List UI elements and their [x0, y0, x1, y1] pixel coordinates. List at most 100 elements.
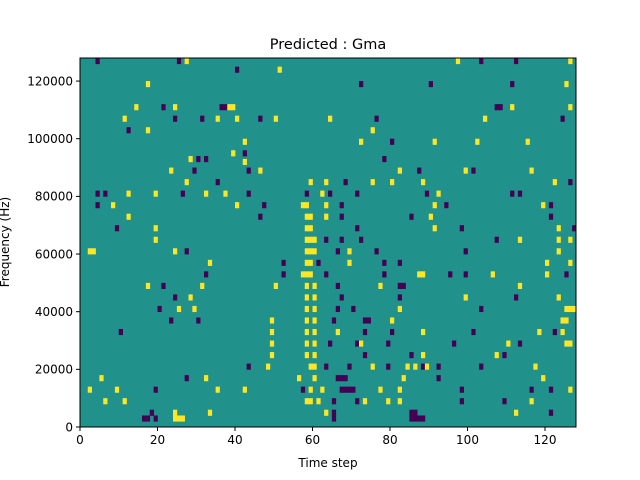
heatmap-cell [355, 340, 360, 347]
heatmap-cell [312, 317, 317, 324]
heatmap-cell [529, 398, 534, 405]
heatmap-cell [428, 213, 433, 220]
heatmap-cell [339, 236, 344, 243]
heatmap-cell [304, 190, 309, 197]
heatmap-cell [548, 386, 554, 393]
heatmap-cell [269, 317, 275, 324]
heatmap-cell [510, 104, 515, 111]
heatmap-cell [300, 202, 306, 209]
heatmap-cell [134, 104, 139, 111]
heatmap-cell [401, 375, 406, 382]
heatmap-cell [483, 115, 488, 122]
heatmap-cell [529, 386, 534, 393]
heatmap-cell [347, 363, 352, 370]
heatmap-cell [161, 282, 166, 289]
heatmap-cell [281, 259, 286, 266]
heatmap-cell [246, 190, 251, 197]
heatmap-cell [556, 225, 561, 232]
heatmap-cell [382, 156, 387, 163]
heatmap-cell [180, 415, 185, 422]
heatmap-cell [200, 282, 205, 289]
heatmap-cell [463, 167, 468, 174]
heatmap-cell [312, 248, 317, 255]
heatmap-cell [533, 363, 538, 370]
x-tick-label: 120 [534, 433, 557, 447]
heatmap-cell [405, 363, 410, 370]
heatmap-cell [173, 104, 178, 111]
heatmap-cell [421, 271, 426, 278]
heatmap-cell [304, 398, 309, 405]
heatmap-cell [390, 179, 395, 186]
heatmap-cell [359, 138, 364, 145]
heatmap-cell [452, 340, 457, 347]
heatmap-cell [308, 213, 313, 220]
heatmap-cell [242, 386, 247, 393]
heatmap-cell [312, 375, 317, 382]
heatmap-cell [277, 66, 282, 73]
heatmap-cell [397, 305, 402, 313]
heatmap-cell [192, 167, 197, 174]
heatmap-cell [479, 58, 484, 65]
heatmap-cell [176, 305, 182, 313]
heatmap-cell [417, 167, 422, 174]
heatmap-cell [308, 386, 313, 393]
heatmap-cell [114, 225, 120, 232]
heatmap-cell [169, 317, 174, 324]
heatmap-cell [312, 328, 317, 336]
heatmap-cell [273, 115, 278, 122]
heatmap-cell [184, 58, 189, 65]
heatmap-cell [114, 386, 120, 393]
heatmap-cell [413, 409, 418, 416]
heatmap-cell [413, 363, 418, 370]
heatmap-cell [502, 352, 507, 359]
heatmap-cell [153, 236, 158, 243]
heatmap-cell [390, 328, 395, 336]
heatmap-cell [149, 409, 154, 416]
heatmap-cell [304, 225, 309, 232]
heatmap-cell [161, 104, 166, 111]
heatmap-cell [455, 58, 461, 65]
heatmap-cell [157, 305, 162, 313]
heatmap-cell [568, 179, 573, 186]
heatmap-cell [91, 248, 96, 255]
heatmap-cell [308, 363, 313, 370]
y-axis-label: Frequency (Hz) [0, 197, 12, 288]
heatmap-cell [564, 317, 569, 324]
heatmap-cell [335, 375, 340, 382]
heatmap-cell [417, 271, 422, 278]
heatmap-cell [397, 167, 402, 174]
heatmap-cell [242, 138, 247, 145]
heatmap-cell [529, 167, 534, 174]
heatmap-cell [397, 386, 402, 393]
heatmap-cell [347, 259, 352, 266]
heatmap-cell [304, 282, 309, 289]
heatmap-cell [304, 352, 309, 359]
heatmap-cell [87, 248, 92, 255]
heatmap-cell [347, 248, 352, 255]
heatmap-cell [409, 415, 414, 422]
heatmap-cell [413, 415, 418, 422]
heatmap-cell [517, 282, 523, 289]
heatmap-cell [324, 271, 329, 278]
heatmap-cell [568, 386, 573, 393]
heatmap-cell [87, 386, 92, 393]
heatmap-cell [176, 58, 182, 65]
heatmap-cell [215, 115, 220, 122]
heatmap-cell [145, 415, 151, 422]
heatmap-cell [390, 317, 395, 324]
plot-area [79, 57, 577, 428]
y-tick-label: 100000 [27, 132, 73, 146]
heatmap-cell [196, 156, 201, 163]
heatmap-cell [517, 190, 523, 197]
heatmap-cell [424, 363, 430, 370]
heatmap-cell [510, 81, 515, 88]
heatmap-cell [328, 190, 333, 197]
heatmap-cell [304, 328, 309, 336]
heatmap-cell [316, 259, 321, 266]
heatmap-cell [304, 340, 309, 347]
heatmap-cell [192, 305, 197, 313]
heatmap-cell [370, 363, 375, 370]
heatmap-cell [421, 328, 426, 336]
heatmap-cell [355, 190, 360, 197]
heatmap-cell [126, 127, 131, 134]
